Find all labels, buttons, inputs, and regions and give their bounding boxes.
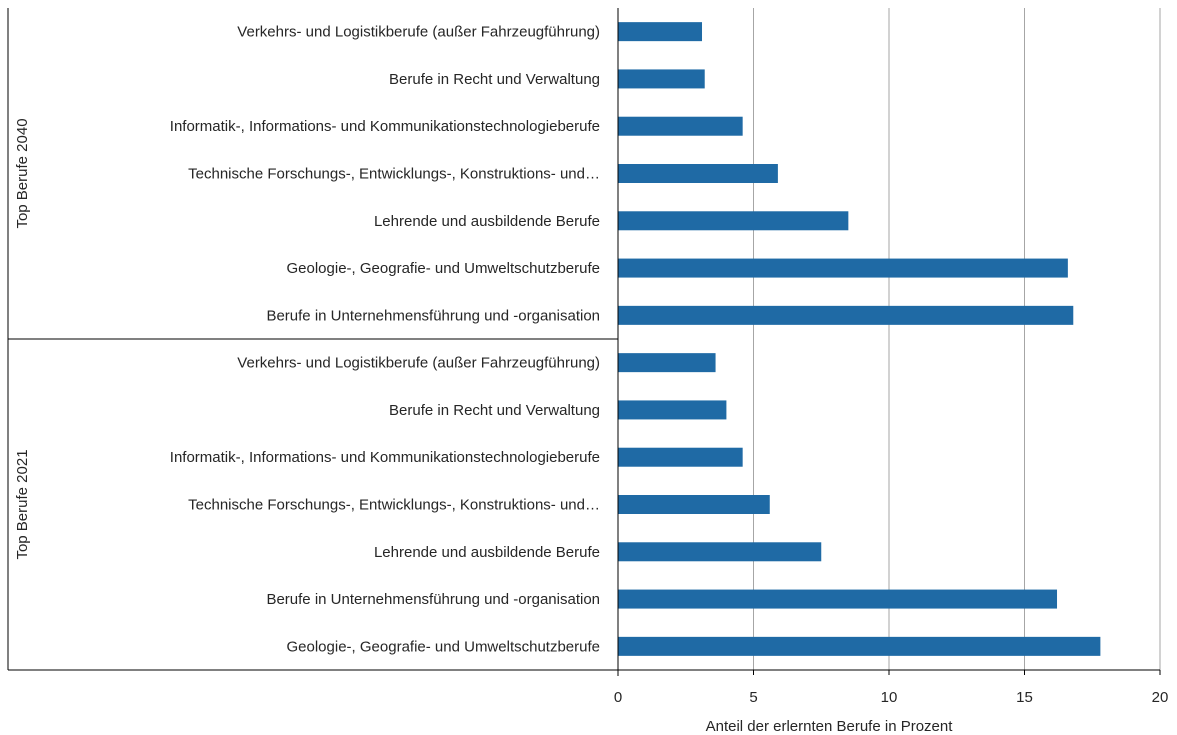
bar	[618, 211, 849, 231]
x-tick-labels: 0 5 10 15 20	[614, 689, 1169, 706]
bars	[618, 22, 1101, 656]
category-label: Geologie-, Geografie- und Umweltschutzbe…	[287, 638, 601, 655]
category-label: Informatik-, Informations- und Kommunika…	[170, 449, 600, 466]
bar	[618, 447, 743, 467]
bar	[618, 589, 1058, 609]
category-label: Technische Forschungs-, Entwicklungs-, K…	[188, 497, 600, 514]
x-axis-title: Anteil der erlernten Berufe in Prozent	[706, 718, 954, 735]
category-label: Verkehrs- und Logistikberufe (außer Fahr…	[237, 355, 600, 372]
category-label: Verkehrs- und Logistikberufe (außer Fahr…	[237, 24, 600, 41]
bar	[618, 258, 1068, 278]
group-labels: Top Berufe 2040 Top Berufe 2021	[14, 118, 31, 559]
bar	[618, 400, 727, 420]
gridlines	[753, 8, 1161, 670]
category-labels: Verkehrs- und Logistikberufe (außer Fahr…	[170, 24, 600, 656]
category-label: Lehrende und ausbildende Berufe	[374, 213, 600, 230]
group-label: Top Berufe 2021	[14, 449, 31, 559]
bar	[618, 353, 716, 373]
axes	[7, 8, 1161, 676]
category-label: Berufe in Recht und Verwaltung	[389, 402, 600, 419]
bar	[618, 116, 743, 136]
bar	[618, 22, 703, 42]
bar	[618, 636, 1101, 656]
bar	[618, 542, 822, 562]
category-label: Berufe in Recht und Verwaltung	[389, 71, 600, 88]
category-label: Geologie-, Geografie- und Umweltschutzbe…	[287, 260, 601, 277]
category-label: Berufe in Unternehmensführung und -organ…	[266, 307, 600, 324]
bar	[618, 495, 770, 514]
bar	[618, 305, 1074, 325]
bar	[618, 69, 705, 89]
x-tick-label: 5	[749, 689, 757, 706]
category-label: Lehrende und ausbildende Berufe	[374, 544, 600, 561]
x-tick-label: 15	[1016, 689, 1033, 706]
category-label: Berufe in Unternehmensführung und -organ…	[266, 591, 600, 608]
x-tick-label: 10	[881, 689, 898, 706]
x-tick-label: 20	[1152, 689, 1169, 706]
category-label: Technische Forschungs-, Entwicklungs-, K…	[188, 166, 600, 183]
x-tick-label: 0	[614, 689, 622, 706]
group-label: Top Berufe 2040	[14, 118, 31, 228]
category-label: Informatik-, Informations- und Kommunika…	[170, 118, 600, 135]
bar	[618, 164, 778, 183]
